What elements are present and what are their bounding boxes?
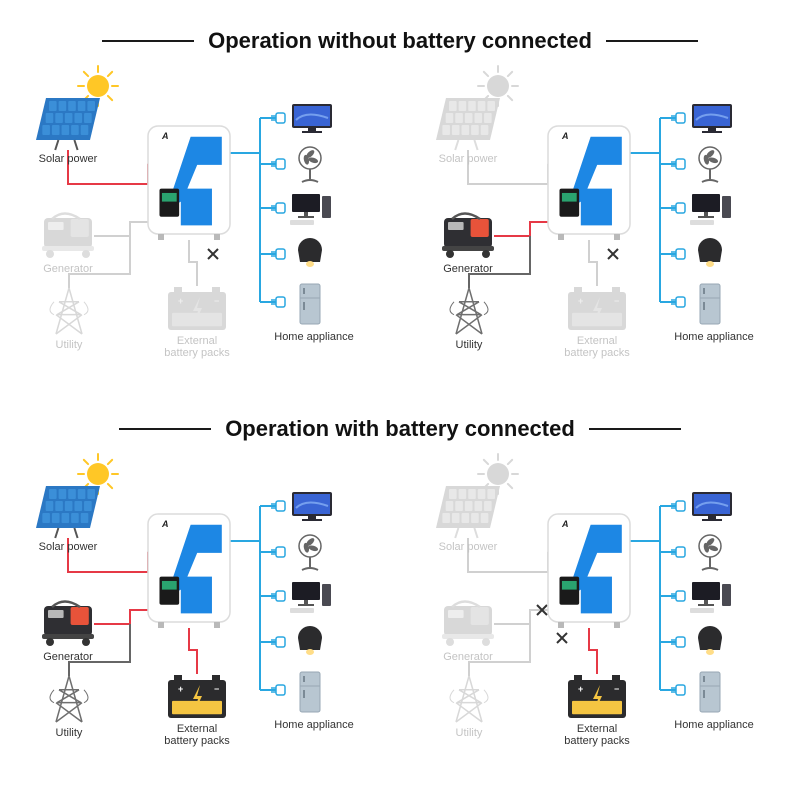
header-line xyxy=(606,40,698,42)
grid-bottom: +−A Solar powerGeneratorUtilityExternalb… xyxy=(0,446,800,786)
svg-text:External: External xyxy=(577,335,617,347)
svg-text:External: External xyxy=(177,723,217,735)
svg-text:+: + xyxy=(578,296,583,306)
svg-text:−: − xyxy=(614,296,619,306)
svg-text:Generator: Generator xyxy=(443,263,493,275)
svg-text:battery packs: battery packs xyxy=(564,347,630,359)
svg-text:battery packs: battery packs xyxy=(164,735,230,747)
svg-text:Solar power: Solar power xyxy=(439,541,498,553)
scenario-s4: + − A Solar power Generator Utility Externalb… xyxy=(400,446,800,786)
header-title: Operation without battery connected xyxy=(208,28,592,54)
svg-text:−: − xyxy=(214,684,219,694)
svg-text:Utility: Utility xyxy=(56,339,83,351)
svg-text:Solar power: Solar power xyxy=(39,153,98,165)
scenario-diagram: + − A Solar power Generator Utility Externalb… xyxy=(0,58,400,398)
svg-text:A: A xyxy=(561,519,569,529)
header-line xyxy=(589,428,681,430)
scenario-diagram: + − A Solar power Generator Utility Externalb… xyxy=(400,58,800,398)
header-title: Operation with battery connected xyxy=(225,416,575,442)
svg-text:Generator: Generator xyxy=(43,263,93,275)
scenario-diagram: + − A Solar power Generator Utility Externalb… xyxy=(400,446,800,786)
svg-text:Utility: Utility xyxy=(56,727,83,739)
header-top: Operation without battery connected xyxy=(0,28,800,54)
svg-text:Solar power: Solar power xyxy=(439,153,498,165)
svg-text:+: + xyxy=(578,684,583,694)
svg-text:Generator: Generator xyxy=(43,651,93,663)
svg-text:Utility: Utility xyxy=(456,727,483,739)
svg-text:Solar power: Solar power xyxy=(39,541,98,553)
svg-text:A: A xyxy=(161,131,169,141)
svg-text:−: − xyxy=(614,684,619,694)
svg-text:A: A xyxy=(561,131,569,141)
svg-text:External: External xyxy=(177,335,217,347)
svg-text:battery packs: battery packs xyxy=(164,347,230,359)
svg-text:battery packs: battery packs xyxy=(564,735,630,747)
scenario-diagram: + − A Solar power Generator Utility Externalb… xyxy=(0,446,400,786)
scenario-s3: + − A Solar power Generator Utility Externalb… xyxy=(0,446,400,786)
svg-text:Home appliance: Home appliance xyxy=(674,719,754,731)
svg-text:A: A xyxy=(161,519,169,529)
scenario-s1: + − A Solar power Generator Utility Externalb… xyxy=(0,58,400,398)
header-line xyxy=(102,40,194,42)
svg-text:External: External xyxy=(577,723,617,735)
svg-text:Utility: Utility xyxy=(456,339,483,351)
svg-text:Home appliance: Home appliance xyxy=(674,331,754,343)
svg-text:Home appliance: Home appliance xyxy=(274,331,354,343)
svg-text:−: − xyxy=(214,296,219,306)
header-line xyxy=(119,428,211,430)
header-bottom: Operation with battery connected xyxy=(0,416,800,442)
svg-text:Home appliance: Home appliance xyxy=(274,719,354,731)
svg-text:+: + xyxy=(178,684,183,694)
svg-text:+: + xyxy=(178,296,183,306)
svg-text:Generator: Generator xyxy=(443,651,493,663)
grid-top: +−A Solar powerGeneratorUtilityExternalb… xyxy=(0,58,800,398)
scenario-s2: + − A Solar power Generator Utility Externalb… xyxy=(400,58,800,398)
